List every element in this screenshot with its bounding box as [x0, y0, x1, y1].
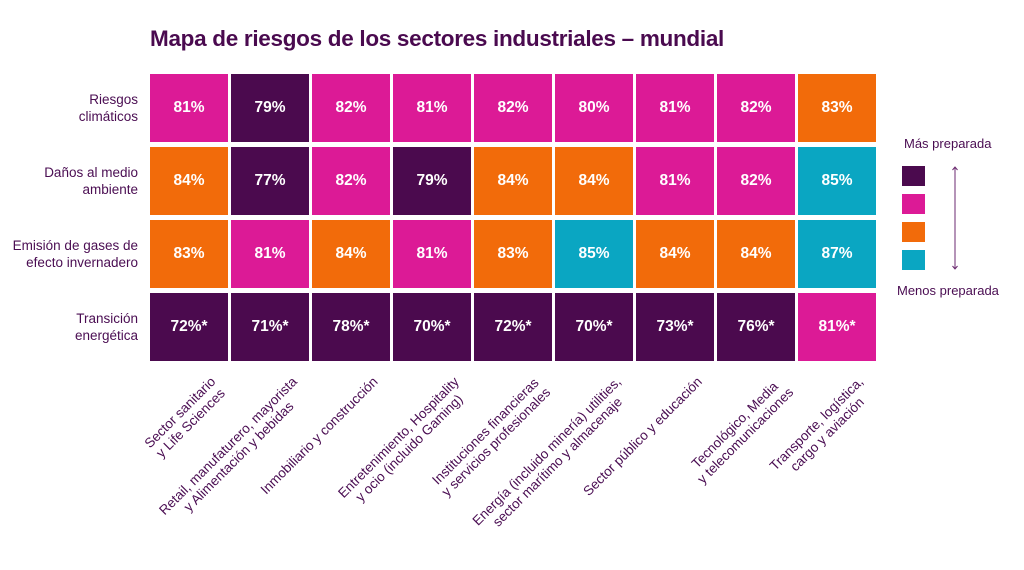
heatmap-cell: 83% — [150, 220, 228, 288]
cell-value-label: 81% — [659, 99, 691, 116]
cell-value-label: 81% — [416, 99, 448, 116]
heatmap-cell: 73%* — [636, 293, 714, 361]
row-label-line: Emisión de gases de — [12, 238, 138, 253]
cell-value-label: 84% — [740, 245, 772, 262]
heatmap-cell: 83% — [798, 74, 876, 142]
cell-value-label: 83% — [173, 245, 205, 262]
heatmap-cell: 80% — [555, 74, 633, 142]
row-label-line: climáticos — [78, 109, 138, 124]
row-label-line: Transición — [76, 311, 138, 326]
cell-value-label: 72%* — [494, 318, 532, 335]
heatmap-cell: 72%* — [150, 293, 228, 361]
heatmap-cell: 82% — [717, 147, 795, 215]
heatmap-cell: 84% — [474, 147, 552, 215]
cell-value-label: 81% — [173, 99, 205, 116]
cell-value-label: 77% — [254, 172, 286, 189]
cell-value-label: 85% — [821, 172, 853, 189]
heatmap-cell: 84% — [150, 147, 228, 215]
heatmap-cell: 85% — [555, 220, 633, 288]
heatmap-cell: 84% — [717, 220, 795, 288]
row-label-line: efecto invernadero — [26, 255, 138, 270]
cell-value-label: 82% — [497, 99, 529, 116]
cell-value-label: 83% — [821, 99, 853, 116]
heatmap-cell: 72%* — [474, 293, 552, 361]
heatmap-cell: 81% — [150, 74, 228, 142]
cell-value-label: 81% — [416, 245, 448, 262]
heatmap-cell: 79% — [231, 74, 309, 142]
cell-value-label: 84% — [173, 172, 205, 189]
heatmap-cell: 76%* — [717, 293, 795, 361]
heatmap-cell: 81% — [231, 220, 309, 288]
heatmap-cell: 84% — [312, 220, 390, 288]
cell-value-label: 81%* — [818, 318, 856, 335]
heatmap-cell: 81% — [393, 220, 471, 288]
heatmap-cell: 70%* — [555, 293, 633, 361]
cell-value-label: 84% — [335, 245, 367, 262]
heatmap-cell: 81% — [636, 147, 714, 215]
heatmap-cell: 78%* — [312, 293, 390, 361]
cell-value-label: 70%* — [575, 318, 613, 335]
legend-swatch-prepared — [902, 194, 925, 214]
heatmap-cell: 71%* — [231, 293, 309, 361]
heatmap-cell: 82% — [312, 147, 390, 215]
heatmap-cell: 82% — [717, 74, 795, 142]
legend-bottom-label: Menos preparada — [897, 283, 999, 298]
row-label-line: Riesgos — [89, 92, 138, 107]
cell-value-label: 70%* — [413, 318, 451, 335]
cell-value-label: 85% — [578, 245, 610, 262]
column-label: Energía (incluido minería) utilities, sec… — [470, 374, 635, 539]
row-label-line: energética — [74, 328, 138, 343]
chart-title: Mapa de riesgos de los sectores industri… — [150, 26, 724, 51]
cell-value-label: 73%* — [656, 318, 694, 335]
cell-value-label: 84% — [659, 245, 691, 262]
heatmap-cell: 70%* — [393, 293, 471, 361]
row-label: Transición energética — [0, 310, 138, 344]
heatmap-cell: 87% — [798, 220, 876, 288]
cell-value-label: 72%* — [170, 318, 208, 335]
heatmap-cell: 82% — [312, 74, 390, 142]
legend-swatch-less-prepared — [902, 222, 925, 242]
heatmap-cell: 81% — [393, 74, 471, 142]
cell-value-label: 82% — [740, 99, 772, 116]
heatmap-cell: 84% — [636, 220, 714, 288]
cell-value-label: 79% — [416, 172, 448, 189]
heatmap-cell: 84% — [555, 147, 633, 215]
legend-top-label: Más preparada — [904, 136, 992, 151]
cell-value-label: 82% — [740, 172, 772, 189]
cell-value-label: 80% — [578, 99, 610, 116]
row-label-line: Daños al medio — [44, 165, 138, 180]
column-label: Retail, manufaturero, mayorista y Aliment… — [156, 374, 310, 528]
heatmap-cell: 85% — [798, 147, 876, 215]
cell-value-label: 79% — [254, 99, 286, 116]
row-label-line: ambiente — [82, 182, 138, 197]
cell-value-label: 87% — [821, 245, 853, 262]
cell-value-label: 81% — [659, 172, 691, 189]
cell-value-label: 78%* — [332, 318, 370, 335]
cell-value-label: 84% — [578, 172, 610, 189]
heatmap-cell: 81% — [636, 74, 714, 142]
row-label: Daños al medio ambiente — [0, 164, 138, 198]
double-arrow-icon — [952, 166, 958, 270]
row-label: Riesgos climáticos — [0, 91, 138, 125]
heatmap-cell: 79% — [393, 147, 471, 215]
cell-value-label: 84% — [497, 172, 529, 189]
cell-value-label: 82% — [335, 172, 367, 189]
row-label: Emisión de gases de efecto invernadero — [0, 237, 138, 271]
heatmap-cell: 77% — [231, 147, 309, 215]
legend-swatch-most-prepared — [902, 166, 925, 186]
heatmap-cell: 81%* — [798, 293, 876, 361]
legend-swatch-least-prepared — [902, 250, 925, 270]
cell-value-label: 76%* — [737, 318, 775, 335]
cell-value-label: 71%* — [251, 318, 289, 335]
column-label-line: cargo y aviación — [787, 394, 867, 475]
cell-value-label: 83% — [497, 245, 529, 262]
heatmap-cell: 82% — [474, 74, 552, 142]
cell-value-label: 81% — [254, 245, 286, 262]
heatmap-cell: 83% — [474, 220, 552, 288]
cell-value-label: 82% — [335, 99, 367, 116]
